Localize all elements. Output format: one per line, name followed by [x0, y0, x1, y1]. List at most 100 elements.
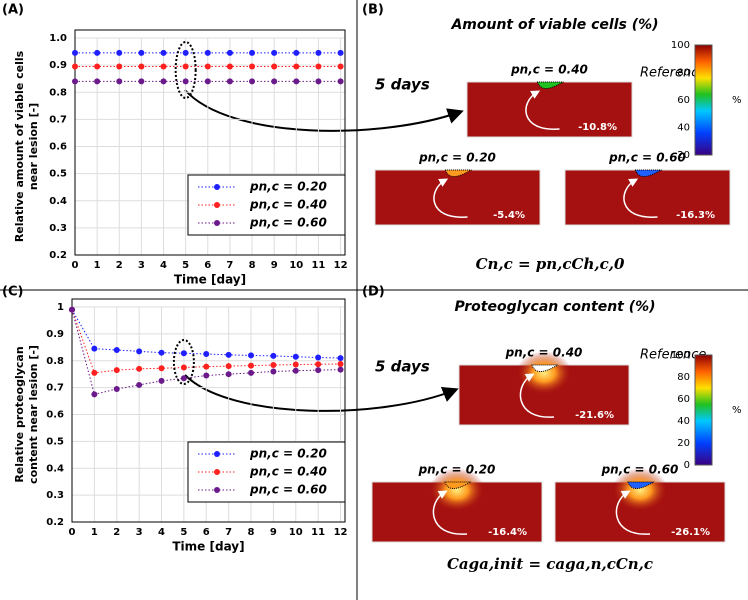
- case-label: pn,c = 0.40: [510, 63, 588, 77]
- marker: [72, 78, 78, 85]
- marker: [337, 49, 344, 56]
- legend-swatch: [214, 451, 220, 457]
- x-axis-label: Time [day]: [174, 273, 246, 287]
- y-tick-label: 0.3: [46, 490, 64, 501]
- x-tick-label: 0: [69, 527, 76, 538]
- x-tick-label: 2: [116, 260, 123, 271]
- reference-label: Reference: [640, 348, 706, 363]
- y-tick-label: 0.8: [49, 87, 67, 98]
- highlight: [174, 41, 197, 99]
- marker: [203, 372, 210, 379]
- change-label: -16.4%: [488, 527, 527, 538]
- marker: [315, 63, 322, 70]
- marker: [270, 352, 277, 359]
- marker: [91, 391, 98, 398]
- marker: [225, 371, 232, 378]
- legend-label: pn,c = 0.60: [249, 216, 327, 230]
- y-tick-label: 0.2: [49, 250, 67, 261]
- y-tick-label: 0.9: [46, 329, 64, 340]
- panel-label: (C): [2, 285, 23, 300]
- marker: [182, 63, 189, 70]
- legend-swatch: [214, 220, 220, 226]
- colorbar-tick: 100: [671, 350, 690, 361]
- x-tick-label: 12: [334, 527, 348, 538]
- x-tick-label: 4: [160, 260, 167, 271]
- marker: [315, 367, 322, 374]
- marker: [315, 361, 322, 368]
- marker: [203, 351, 210, 358]
- panel-title: Amount of viable cells (%): [450, 17, 658, 33]
- marker: [271, 78, 278, 85]
- marker: [270, 368, 277, 375]
- y-axis-label: Relative proteoglycan: [13, 346, 26, 482]
- marker: [180, 350, 187, 357]
- marker: [248, 352, 255, 359]
- gradient-zone: [612, 468, 668, 512]
- marker: [158, 377, 165, 384]
- x-tick-label: 11: [311, 260, 325, 271]
- white-arrow: [519, 373, 555, 418]
- y-tick-label: 0.2: [46, 517, 64, 528]
- panel-label: (D): [362, 285, 385, 300]
- legend-swatch: [214, 469, 220, 475]
- plot-frame: [74, 29, 346, 256]
- marker: [182, 78, 189, 85]
- x-tick-label: 4: [158, 527, 165, 538]
- marker: [226, 49, 233, 56]
- marker: [94, 63, 101, 70]
- marker: [91, 369, 98, 376]
- white-arrow: [432, 490, 468, 535]
- marker: [337, 366, 344, 373]
- colorbar-tick: 0: [684, 460, 690, 471]
- legend-label: pn,c = 0.20: [249, 447, 327, 461]
- y-tick-label: 0.6: [46, 410, 64, 421]
- arrow: [184, 89, 464, 132]
- marker: [160, 78, 167, 85]
- simulation-image: [564, 169, 731, 226]
- marker: [182, 49, 189, 56]
- time-label: 5 days: [375, 76, 430, 94]
- marker: [226, 63, 233, 70]
- white-arrow: [525, 90, 560, 130]
- x-tick-label: 6: [203, 527, 210, 538]
- change-label: -21.6%: [575, 410, 614, 421]
- panel-title: Proteoglycan content (%): [454, 299, 655, 315]
- y-tick-label: 0.9: [49, 60, 67, 71]
- y-tick-label: 0.4: [46, 463, 64, 474]
- marker: [248, 369, 255, 376]
- marker: [160, 63, 167, 70]
- marker: [249, 63, 256, 70]
- marker: [94, 49, 101, 56]
- y-tick-label: 0.7: [46, 383, 64, 394]
- change-label: -26.1%: [671, 527, 710, 538]
- reference-label: Reference: [640, 66, 706, 81]
- x-tick-label: 1: [94, 260, 101, 271]
- y-tick-label: 0.4: [49, 196, 67, 207]
- lesion: [634, 169, 662, 177]
- equation: Cn,c = pn,cCh,c,0: [476, 255, 625, 273]
- y-axis-label: content near lesion [-]: [27, 345, 40, 484]
- colorbar-tick: 80: [677, 372, 690, 383]
- marker: [226, 78, 233, 85]
- lesion: [536, 81, 564, 89]
- marker: [204, 49, 211, 56]
- change-label: -5.4%: [493, 210, 525, 221]
- marker: [203, 363, 210, 370]
- x-tick-label: 0: [72, 260, 79, 271]
- equation: Caga,init = caga,n,cCn,c: [447, 555, 653, 573]
- simulation-image: [374, 169, 541, 226]
- lesion: [531, 364, 559, 372]
- marker: [337, 355, 344, 362]
- marker: [72, 63, 78, 70]
- legend-label: pn,c = 0.40: [249, 465, 327, 479]
- marker: [180, 364, 187, 371]
- x-tick-label: 5: [180, 527, 187, 538]
- change-label: -16.3%: [676, 210, 715, 221]
- marker: [337, 63, 344, 70]
- marker: [94, 78, 101, 85]
- white-arrow: [623, 178, 658, 218]
- marker: [315, 354, 322, 361]
- marker: [113, 367, 120, 374]
- x-tick-label: 9: [271, 260, 278, 271]
- x-axis-label: Time [day]: [172, 540, 244, 554]
